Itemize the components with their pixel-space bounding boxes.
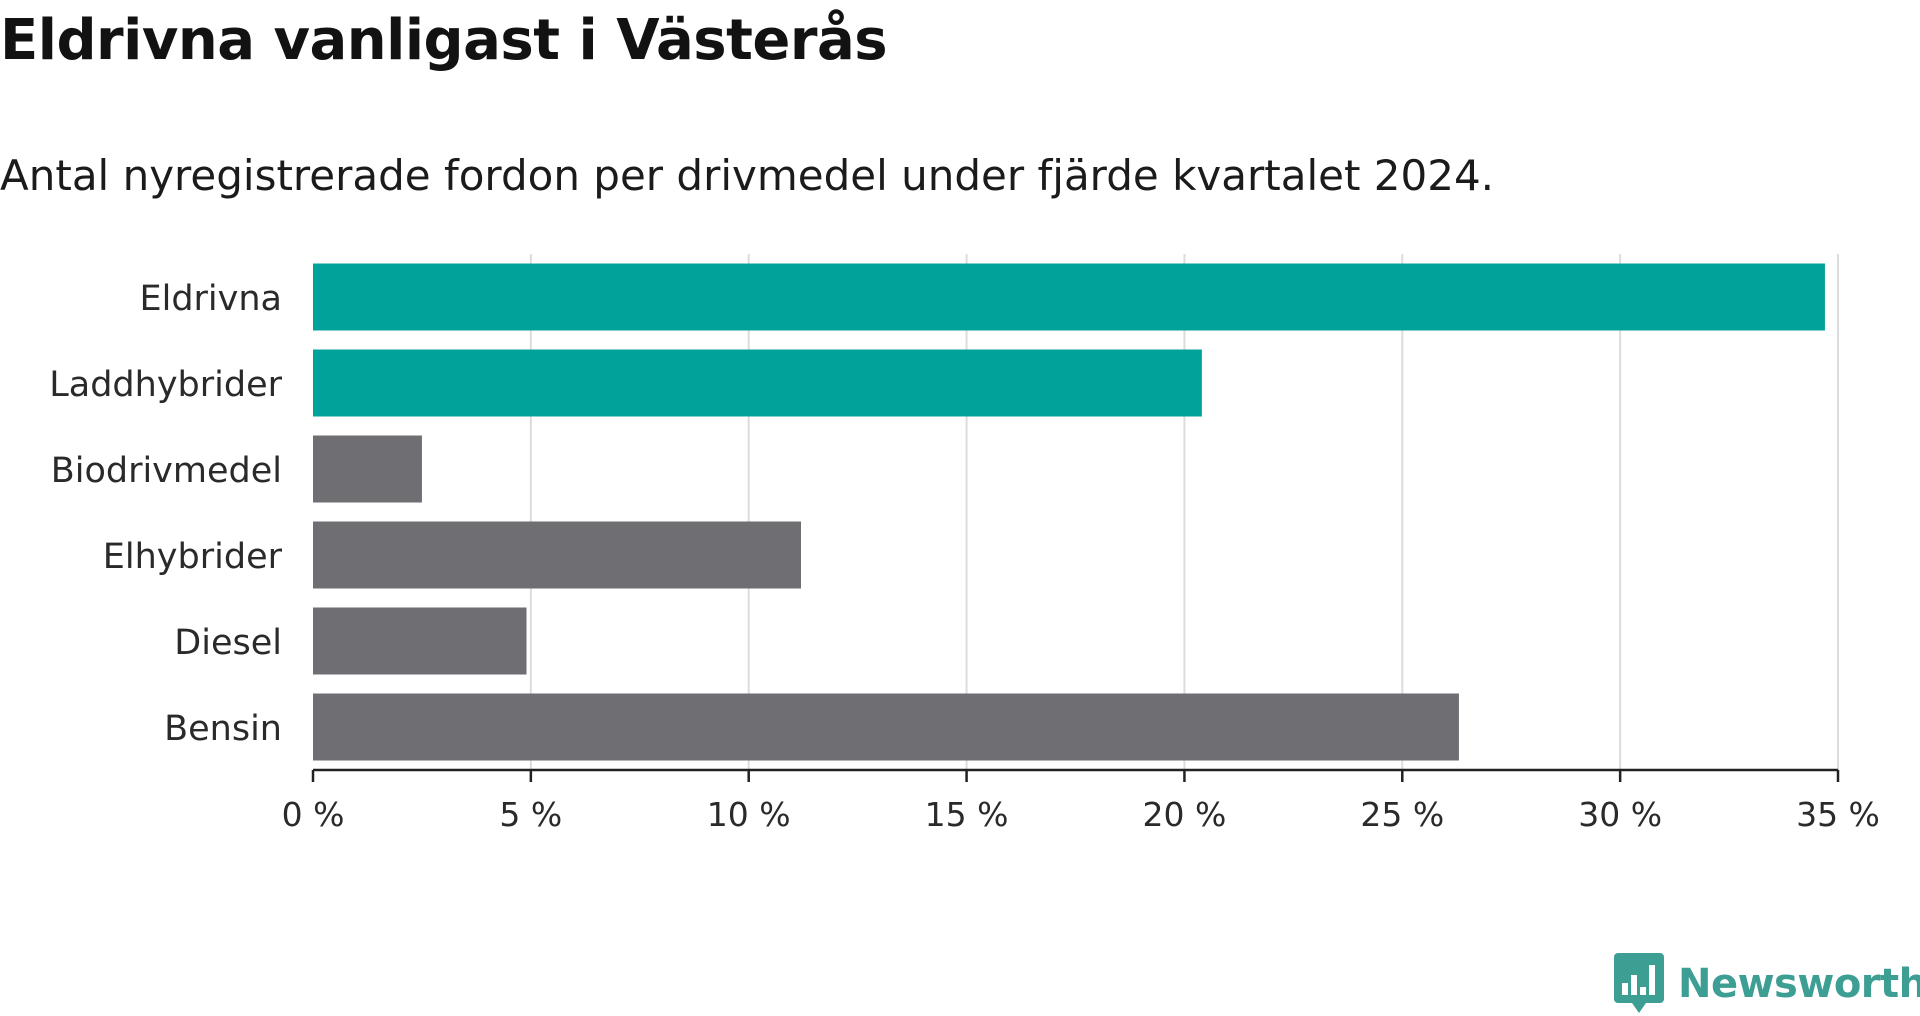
- bar-elhybrider: [313, 521, 801, 589]
- category-label: Eldrivna: [139, 279, 282, 319]
- x-tick-label: 15 %: [925, 795, 1009, 834]
- x-tick-label: 5 %: [499, 795, 562, 834]
- category-label: Diesel: [174, 623, 282, 663]
- bars: [313, 263, 1825, 761]
- category-labels: Eldrivna Laddhybrider Biodrivmedel Elhybrid…: [49, 279, 282, 749]
- category-label: Laddhybrider: [49, 365, 282, 405]
- category-label: Biodrivmedel: [51, 451, 282, 491]
- bar-diesel: [313, 607, 527, 675]
- newsworthy-logo: Newsworthy: [1614, 952, 1920, 1016]
- bar-bensin: [313, 693, 1459, 761]
- x-axis: 0 % 5 % 10 % 15 % 20 % 25 % 30 % 35 %: [282, 768, 1880, 834]
- bar-laddhybrider: [313, 349, 1202, 417]
- x-tick-label: 0 %: [282, 795, 345, 834]
- bar-chart: Eldrivna Laddhybrider Biodrivmedel Elhybrid…: [49, 254, 1880, 834]
- x-tick-label: 25 %: [1360, 795, 1444, 834]
- chart-title: Eldrivna vanligast i Västerås: [0, 8, 888, 73]
- x-tick-label: 10 %: [707, 795, 791, 834]
- bar-eldrivna: [313, 263, 1825, 331]
- category-label: Bensin: [164, 709, 282, 749]
- category-label: Elhybrider: [103, 537, 283, 577]
- chart-subtitle: Antal nyregistrerade fordon per drivmede…: [0, 151, 1495, 200]
- x-tick-label: 30 %: [1578, 795, 1662, 834]
- x-tick-label: 20 %: [1143, 795, 1227, 834]
- x-tick-label: 35 %: [1796, 795, 1880, 834]
- bar-biodrivmedel: [313, 435, 422, 503]
- bar-chart-speech-bubble-icon: [1614, 953, 1664, 1013]
- grid-lines: [529, 254, 1839, 770]
- logo-text: Newsworthy: [1678, 961, 1920, 1007]
